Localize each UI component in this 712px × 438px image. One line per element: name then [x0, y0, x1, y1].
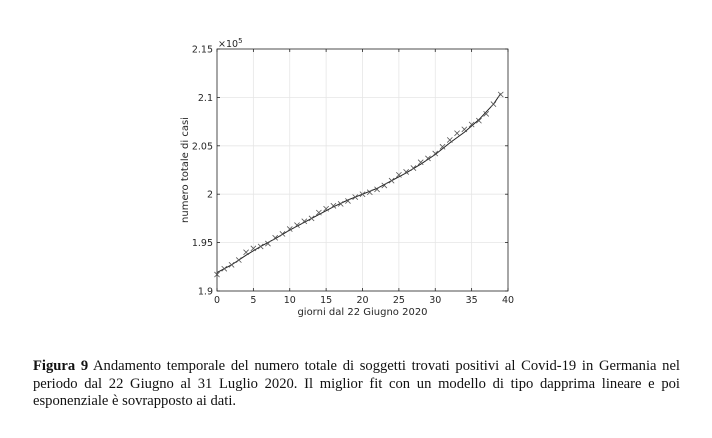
caption-label: Figura 9: [33, 358, 89, 374]
data-point: [345, 198, 351, 204]
data-point: [366, 189, 373, 196]
data-point: [425, 155, 431, 162]
data-point: [352, 194, 359, 200]
data-point: [374, 186, 380, 193]
data-point: [235, 257, 242, 263]
x-tick-label: 35: [466, 295, 478, 306]
y-axis-multiplier: ×105: [218, 37, 243, 50]
data-point: [301, 218, 308, 225]
data-point: [446, 137, 453, 143]
x-tick-label: 25: [393, 295, 405, 306]
data-point: [279, 231, 286, 237]
x-tick-label: 10: [284, 295, 296, 306]
y-tick-label: 1.95: [192, 238, 213, 249]
tick-labels: 0 5 10 15 20 25 30 35 40 1.9 1.95 2 2.05 2.1 2.15: [192, 45, 514, 307]
data-point: [265, 240, 271, 247]
data-point: [417, 159, 424, 166]
data-point: [257, 243, 264, 250]
ticks: [216, 48, 509, 292]
x-axis-label: giorni dal 22 Giugno 2020: [297, 307, 427, 318]
data-point: [497, 91, 504, 98]
data-point: [403, 169, 410, 175]
data-point: [490, 101, 497, 108]
data-point: [308, 215, 315, 222]
data-point: [323, 205, 330, 212]
y-tick-label: 2.1: [198, 93, 213, 104]
y-tick-label: 2: [207, 190, 213, 201]
data-point: [439, 143, 446, 150]
data-point: [388, 177, 395, 184]
x-tick-label: 20: [356, 295, 368, 306]
data-point: [294, 222, 300, 229]
data-point: [476, 117, 482, 124]
data-point: [272, 234, 279, 241]
data-markers: [214, 91, 504, 278]
x-tick-label: 5: [250, 295, 256, 306]
data-point: [454, 130, 460, 137]
y-axis-label: numero totale di casi: [180, 117, 191, 223]
data-point: [228, 261, 235, 268]
data-point: [330, 202, 337, 209]
data-point: [315, 209, 322, 216]
data-point: [337, 200, 344, 207]
data-point: [410, 165, 417, 171]
data-point: [381, 182, 388, 189]
y-multiplier-base: ×10: [218, 39, 238, 50]
x-tick-label: 15: [320, 295, 332, 306]
figure-caption: Figura 9 Andamento temporale del numero …: [33, 358, 680, 411]
y-tick-label: 2.15: [192, 45, 213, 56]
x-tick-label: 0: [214, 295, 220, 306]
y-tick-label: 1.9: [198, 287, 213, 298]
data-point: [432, 150, 439, 157]
figure: 0 5 10 15 20 25 30 35 40 1.9 1.95 2 2.05 2.1 2.15 ×105…: [180, 37, 514, 318]
x-tick-label: 30: [429, 295, 441, 306]
x-tick-label: 40: [502, 295, 514, 306]
data-point: [468, 121, 475, 128]
caption-text: Andamento temporale del numero totale di…: [33, 358, 680, 409]
data-point: [250, 245, 257, 252]
data-point: [243, 249, 249, 256]
y-multiplier-exponent: 5: [238, 37, 242, 45]
data-point: [221, 265, 228, 272]
data-point: [395, 171, 402, 178]
grid: [216, 48, 509, 292]
data-point: [483, 110, 490, 117]
y-tick-label: 2.05: [192, 141, 213, 152]
data-point: [461, 126, 468, 133]
data-point: [359, 191, 366, 198]
data-point: [286, 226, 293, 232]
